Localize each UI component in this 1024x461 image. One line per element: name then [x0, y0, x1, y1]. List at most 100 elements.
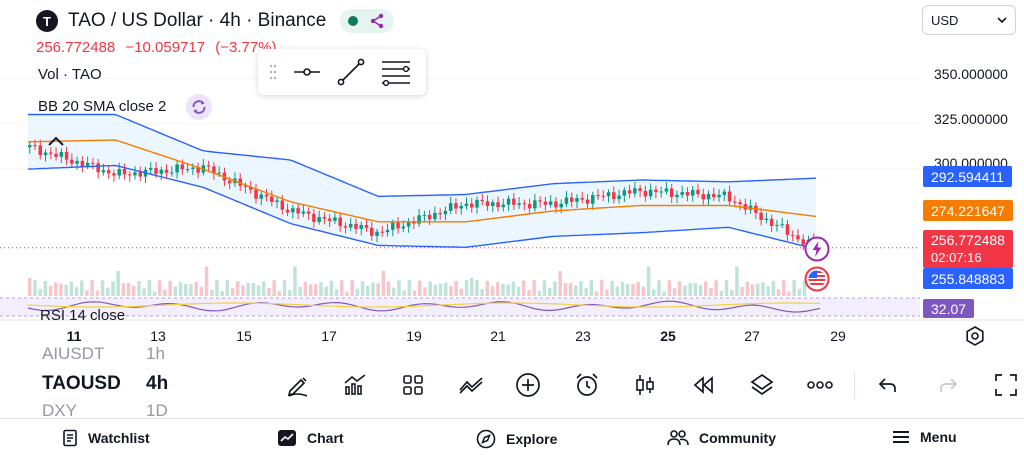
horizontal-line-tool-icon[interactable] — [292, 59, 322, 85]
candle-body — [538, 200, 542, 202]
nav-community[interactable]: Community — [667, 429, 776, 447]
nav-menu[interactable]: Menu — [892, 429, 957, 445]
sync-icon[interactable] — [186, 94, 212, 120]
rsi-indicator-label[interactable]: RSI 14 close — [40, 307, 126, 323]
volume-indicator-label[interactable]: Vol · TAO — [38, 66, 102, 83]
fib-tool-icon[interactable] — [380, 57, 412, 87]
undo-icon[interactable] — [870, 365, 906, 405]
candle-body — [559, 203, 563, 208]
candle-body — [759, 212, 763, 221]
indicators-icon[interactable] — [337, 365, 373, 405]
candle-body — [206, 165, 211, 167]
more-icon[interactable] — [802, 365, 838, 405]
pencil-icon[interactable] — [280, 365, 316, 405]
symbol-option-name: AIUSDT — [42, 346, 105, 363]
last-price-tag-value: 256.772488 — [931, 232, 1005, 248]
volume-bar — [454, 280, 458, 296]
volume-bar — [215, 280, 219, 296]
candle-body — [38, 145, 43, 156]
symbol-option[interactable]: AIUSDT 1h — [42, 346, 165, 364]
volume-bar — [449, 285, 453, 296]
volume-bar — [438, 283, 443, 296]
active-symbol-option[interactable]: TAOUSD 4h — [42, 373, 168, 395]
layout-grid-icon[interactable] — [395, 365, 431, 405]
volume-bar — [735, 266, 739, 296]
volume-bar — [641, 286, 646, 296]
volume-bar — [428, 281, 432, 296]
candle-body — [138, 172, 142, 177]
time-tick: 29 — [830, 328, 846, 344]
add-icon[interactable] — [510, 365, 546, 405]
volume-bar — [267, 288, 271, 296]
candle-body — [654, 189, 658, 193]
candle-body — [638, 188, 642, 191]
candle-body — [217, 172, 221, 174]
volume-bar — [54, 282, 58, 296]
volume-bar — [558, 271, 562, 296]
volume-bar — [672, 288, 677, 296]
trend-line-tool-icon[interactable] — [336, 57, 366, 87]
replay-icon[interactable] — [685, 365, 721, 405]
chart-settings-icon[interactable] — [965, 326, 985, 346]
us-flag-event-icon[interactable] — [804, 266, 830, 292]
time-tick: 11 — [66, 328, 82, 344]
candle-body — [617, 195, 621, 200]
volume-bar — [522, 280, 526, 296]
alert-clock-icon[interactable] — [569, 365, 605, 405]
volume-bar — [662, 291, 666, 296]
bb-indicator-label[interactable]: BB 20 SMA close 2 — [38, 98, 167, 115]
volume-bar — [568, 282, 573, 296]
candle-body — [669, 188, 674, 198]
fullscreen-icon[interactable] — [988, 365, 1024, 405]
nav-explore[interactable]: Explore — [476, 429, 557, 449]
nav-chart[interactable]: Chart — [277, 429, 344, 447]
candle-body — [306, 211, 311, 214]
candle-body — [522, 203, 527, 205]
volume-bar — [298, 286, 302, 296]
menu-icon — [893, 431, 909, 443]
candle-body — [596, 195, 600, 197]
volume-bar — [532, 280, 536, 296]
volume-bar — [132, 285, 136, 296]
layers-icon[interactable] — [744, 365, 780, 405]
volume-bar — [548, 287, 552, 296]
candle-body — [43, 152, 48, 156]
candle-body — [438, 212, 442, 215]
symbol-picker[interactable]: AIUSDT 1h TAOUSD 4h DXY 1D — [42, 346, 182, 416]
candle-body — [49, 152, 53, 154]
time-axis[interactable]: 11 13 15 17 19 21 23 25 27 29 — [0, 328, 920, 346]
candle-body — [780, 224, 784, 226]
currency-select[interactable]: USD — [922, 5, 1016, 35]
bar-countdown: 02:07:16 — [931, 250, 982, 265]
candle-body — [333, 217, 337, 221]
volume-bar — [163, 289, 167, 296]
market-status-pill[interactable] — [340, 9, 395, 33]
lightning-alert-icon[interactable] — [804, 236, 830, 262]
redo-icon[interactable] — [930, 365, 966, 405]
volume-bar — [605, 289, 609, 296]
time-tick: 27 — [744, 328, 760, 344]
volume-bar — [392, 287, 396, 296]
candle-body — [733, 201, 737, 203]
drag-handle-icon[interactable] — [268, 62, 278, 82]
volume-bar — [693, 283, 698, 296]
community-icon — [667, 430, 689, 446]
candle-body — [296, 208, 300, 214]
symbol-title[interactable]: TAO / US Dollar · 4h · Binance — [68, 10, 327, 31]
candle-body — [685, 192, 690, 196]
volume-bar — [33, 280, 37, 296]
candles-icon[interactable] — [627, 365, 663, 405]
symbol-option[interactable]: DXY 1D — [42, 401, 168, 416]
candle-body — [301, 211, 306, 214]
volume-bar — [126, 282, 131, 296]
compare-icon[interactable] — [453, 365, 489, 405]
candle-body — [517, 203, 521, 205]
collapse-chevron-icon[interactable] — [46, 133, 66, 149]
volume-bar — [724, 280, 729, 296]
nav-watchlist[interactable]: Watchlist — [62, 429, 150, 447]
share-icon — [371, 13, 384, 29]
volume-bar — [579, 281, 583, 296]
candle-body — [575, 198, 579, 202]
candle-body — [775, 225, 779, 227]
bb-lower-line — [27, 164, 817, 250]
